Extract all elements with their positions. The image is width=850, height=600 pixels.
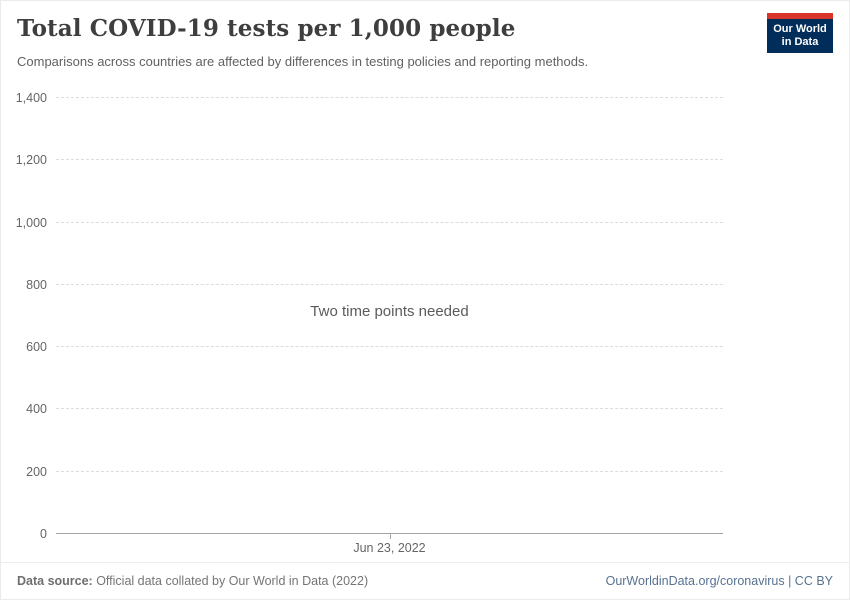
gridline: 600 bbox=[26, 340, 723, 354]
gridline: 1,400 bbox=[16, 91, 723, 105]
page-subtitle: Comparisons across countries are affecte… bbox=[17, 54, 589, 69]
data-source-text: Official data collated by Our World in D… bbox=[92, 574, 369, 588]
data-source-label: Data source: bbox=[17, 574, 93, 588]
gridline: 200 bbox=[26, 465, 723, 479]
x-axis-tick bbox=[389, 533, 391, 539]
gridline: 800 bbox=[26, 278, 723, 292]
y-axis-tick-label: 200 bbox=[26, 464, 47, 479]
y-axis-tick-label: 1,000 bbox=[15, 215, 47, 230]
page-title: Total COVID-19 tests per 1,000 people bbox=[17, 15, 516, 42]
gridline: 400 bbox=[26, 402, 723, 416]
y-axis-tick-label: 0 bbox=[40, 527, 47, 541]
owid-logo-red-bar bbox=[767, 13, 833, 19]
y-axis-tick-label: 800 bbox=[26, 277, 47, 292]
gridline: 1,200 bbox=[16, 153, 723, 167]
chart-empty-message: Two time points needed bbox=[310, 303, 469, 320]
data-source: Data source: Official data collated by O… bbox=[17, 574, 368, 588]
owid-logo: Our World in Data bbox=[767, 13, 833, 53]
x-axis-tick-label: Jun 23, 2022 bbox=[353, 541, 426, 555]
y-axis-tick-label: 1,400 bbox=[15, 91, 47, 105]
y-axis-tick-label: 400 bbox=[26, 402, 47, 417]
y-axis-tick-label: 600 bbox=[26, 340, 47, 355]
owid-logo-text: Our World in Data bbox=[767, 19, 833, 53]
footer: Data source: Official data collated by O… bbox=[1, 562, 849, 599]
owid-logo-line1: Our World bbox=[773, 23, 827, 35]
plot-area: Two time points needed Jun 23, 2022 0 200… bbox=[16, 91, 723, 555]
attribution-link[interactable]: OurWorldinData.org/coronavirus | CC BY bbox=[605, 574, 833, 588]
x-axis-line: 0 bbox=[40, 527, 723, 541]
y-axis-tick-label: 1,200 bbox=[15, 153, 47, 168]
owid-logo-line2: in Data bbox=[781, 36, 819, 48]
gridline: 1,000 bbox=[16, 216, 723, 230]
